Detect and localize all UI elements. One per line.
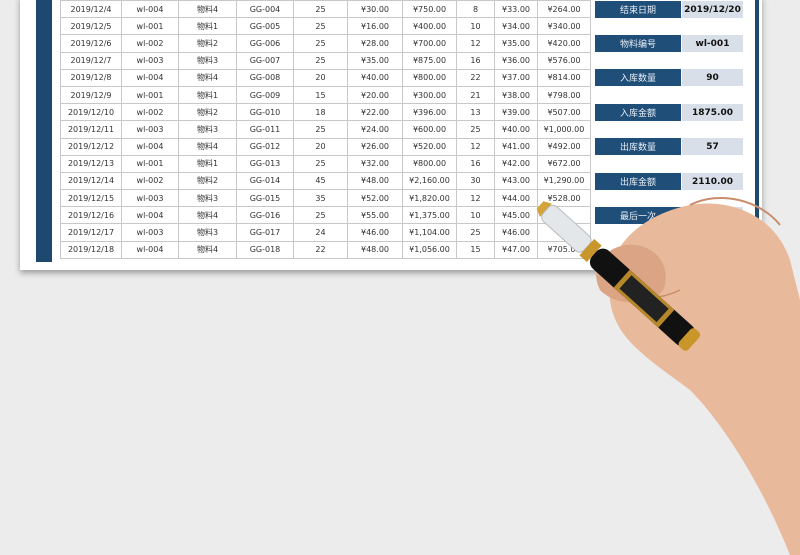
- summary-value[interactable]: 2019/12/20: [682, 1, 743, 18]
- cell-out-price[interactable]: ¥47.00: [494, 240, 538, 259]
- summary-label: 入库金额: [595, 104, 681, 121]
- left-accent-bar: [36, 0, 52, 262]
- summary-row: 出库数量 57: [595, 138, 743, 155]
- table-row: 2019/12/10 wl-002 物料2 GG-010 18 ¥22.00 ¥396.00…: [60, 103, 591, 122]
- summary-row: 物料编号 wl-001: [595, 35, 743, 52]
- summary-value[interactable]: 1875.00: [682, 104, 743, 121]
- summary-row: 出库金额 2110.00: [595, 173, 743, 190]
- summary-value[interactable]: wl-001: [682, 35, 743, 52]
- summary-label: 出库金额: [595, 173, 681, 190]
- summary-label: 出库数量: [595, 138, 681, 155]
- table-row: 2019/12/5 wl-001 物料1 GG-005 25 ¥16.00 ¥400.00 1…: [60, 17, 591, 36]
- table-row: 2019/12/9 wl-001 物料1 GG-009 15 ¥20.00 ¥300.00 2…: [60, 85, 591, 105]
- cell-material-name[interactable]: 物料4: [178, 240, 237, 259]
- summary-row: 结束日期 2019/12/20: [595, 1, 743, 18]
- cell-out-amount[interactable]: ¥264.00: [537, 0, 591, 19]
- table-row: 2019/12/17 wl-003 物料3 GG-017 24 ¥46.00 ¥1,104.…: [60, 223, 591, 242]
- summary-value[interactable]: 2110.00: [682, 173, 743, 190]
- right-accent-bar: [755, 0, 759, 262]
- summary-value[interactable]: 57: [682, 138, 743, 155]
- summary-label: 物料编号: [595, 35, 681, 52]
- summary-label: 入库数量: [595, 69, 681, 86]
- cell-in-amount[interactable]: ¥750.00: [402, 0, 457, 19]
- cell-spec[interactable]: GG-004: [236, 0, 294, 19]
- summary-label: 结束日期: [595, 1, 681, 18]
- table-row: 2019/12/15 wl-003 物料3 GG-015 35 ¥52.00 ¥1,820.…: [60, 189, 591, 208]
- table-row: 2019/12/6 wl-002 物料2 GG-006 25 ¥28.00 ¥700.00 1…: [60, 34, 591, 53]
- table-row: 2019/12/12 wl-004 物料4 GG-012 20 ¥26.00 ¥520.00…: [60, 137, 591, 156]
- table-row: 2019/12/4 wl-004 物料4 GG-004 25 ¥30.00 ¥750.00 8…: [60, 0, 591, 19]
- summary-row: 入库金额 1875.00: [595, 104, 743, 121]
- summary-value[interactable]: 90: [682, 69, 743, 86]
- inventory-table: 2019/12/4 wl-004 物料4 GG-004 25 ¥30.00 ¥750.00 8…: [60, 0, 591, 259]
- table-row: 2019/12/13 wl-001 物料1 GG-013 25 ¥32.00 ¥800.00…: [60, 154, 591, 173]
- table-row: 2019/12/18 wl-004 物料4 GG-018 22 ¥48.00 ¥1,056.…: [60, 240, 591, 259]
- cell-in-price[interactable]: ¥30.00: [347, 0, 403, 19]
- summary-row: 入库数量 90: [595, 69, 743, 86]
- table-row: 2019/12/8 wl-004 物料4 GG-008 20 ¥40.00 ¥800.00 2…: [60, 68, 591, 87]
- cell-material-name[interactable]: 物料4: [178, 0, 237, 19]
